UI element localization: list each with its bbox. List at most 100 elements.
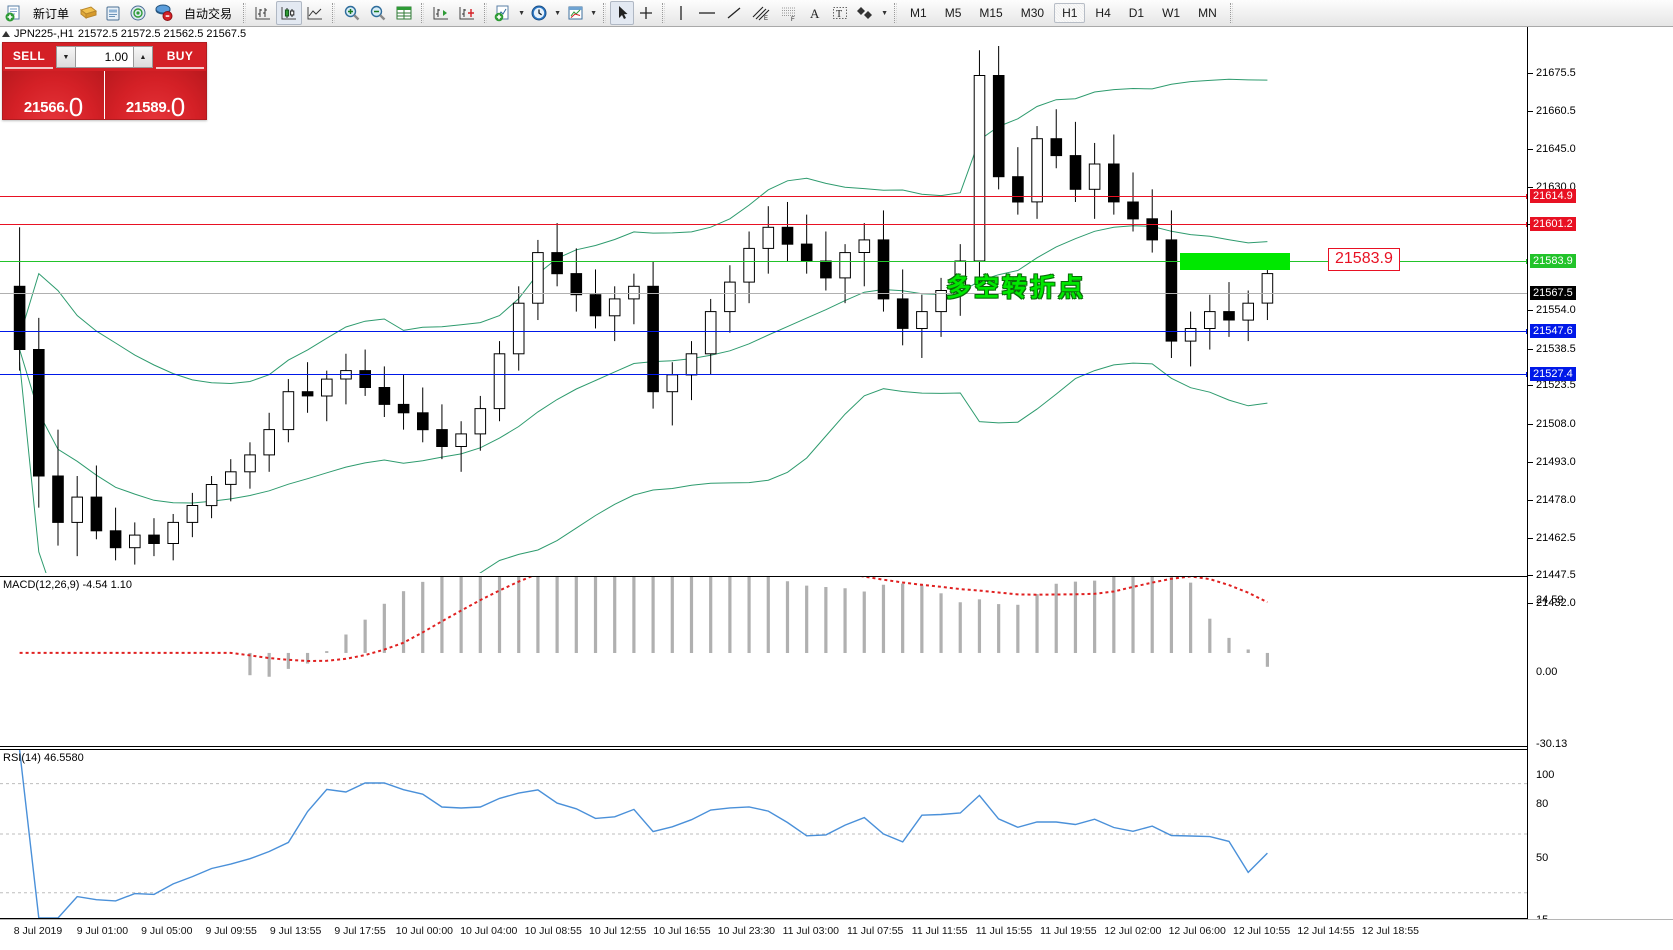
- symbol-name: JPN225-,H1: [14, 28, 74, 40]
- buy-button[interactable]: BUY: [156, 45, 204, 69]
- price-axis-tick: [1528, 349, 1533, 350]
- channel-icon[interactable]: E: [747, 1, 775, 25]
- arrow-cursor-icon[interactable]: [610, 1, 635, 25]
- toolbar-separator: [603, 3, 607, 23]
- fibonacci-icon[interactable]: F: [775, 1, 803, 25]
- macd-chart-svg: [19, 577, 1270, 677]
- time-axis-label: 10 Jul 08:55: [524, 925, 582, 937]
- price-axis-tick: [1528, 603, 1533, 604]
- clock-icon[interactable]: [527, 1, 552, 25]
- resistance-line-21601[interactable]: [0, 222, 1531, 227]
- sell-price-decimal: 0: [68, 92, 84, 122]
- timeframe-d1[interactable]: D1: [1128, 6, 1145, 20]
- price-level-chip[interactable]: 21527.4: [1530, 367, 1576, 381]
- price-axis-label: 21538.5: [1536, 343, 1576, 355]
- timeframe-w1[interactable]: W1: [1162, 6, 1181, 20]
- rsi-pane[interactable]: RSI(14) 46.5580: [0, 749, 1527, 919]
- shapes-dropdown-arrow[interactable]: ▼: [881, 9, 888, 17]
- price-axis-tick: [1528, 424, 1533, 425]
- time-axis[interactable]: 8 Jul 2019 9 Jul 01:00 9 Jul 05:00 9 Jul 09…: [0, 919, 1673, 950]
- chart-area[interactable]: JPN225-,H1 21572.5 21572.5 21562.5 21567…: [0, 27, 1673, 950]
- time-axis-label: 9 Jul 09:55: [205, 925, 257, 937]
- templates-dropdown-arrow[interactable]: ▼: [590, 9, 597, 17]
- sell-button[interactable]: SELL: [5, 45, 53, 69]
- sell-price[interactable]: 21566 . 0: [3, 71, 104, 122]
- bar-chart-icon[interactable]: [250, 1, 276, 25]
- price-axis[interactable]: 21675.521660.521645.021630.021599.521554…: [1527, 27, 1673, 950]
- templates-icon[interactable]: [563, 1, 588, 25]
- price-axis-tick: [1528, 149, 1533, 150]
- auto-scroll-icon[interactable]: [428, 1, 454, 25]
- one-click-trading-panel[interactable]: SELL ▼ 1.00 ▲ BUY 21566 . 0 21589 . 0: [2, 42, 207, 120]
- price-tag-label[interactable]: 21583.9: [1328, 248, 1400, 271]
- price-axis-tick: [1528, 187, 1533, 188]
- symbol-ohlc: 21572.5 21572.5 21562.5 21567.5: [77, 28, 247, 40]
- price-axis-label: 21447.5: [1536, 569, 1576, 581]
- highlight-rectangle[interactable]: [1180, 253, 1290, 270]
- volume-stepper[interactable]: ▼ 1.00 ▲: [56, 46, 153, 68]
- price-axis-label: 21508.0: [1536, 418, 1576, 430]
- time-axis-label: 12 Jul 18:55: [1361, 925, 1419, 937]
- trendline-icon[interactable]: [721, 1, 747, 25]
- line-chart-icon[interactable]: [302, 1, 328, 25]
- auto-trading-label[interactable]: 自动交易: [184, 6, 233, 21]
- volume-input[interactable]: 1.00: [76, 46, 133, 68]
- crosshair-icon[interactable]: [634, 1, 658, 25]
- time-axis-label: 10 Jul 00:00: [395, 925, 453, 937]
- buy-price-integer: 21589: [125, 99, 167, 116]
- resistance-line-21614[interactable]: [0, 194, 1531, 199]
- support-line-21547[interactable]: [0, 329, 1531, 334]
- grid-icon[interactable]: [391, 1, 417, 25]
- zoom-out-icon[interactable]: [365, 1, 391, 25]
- text-label-icon[interactable]: T: [827, 1, 853, 25]
- text-a-icon[interactable]: A: [803, 1, 827, 25]
- svg-text:F: F: [791, 17, 795, 22]
- toolbar-separator: [243, 3, 247, 23]
- toolbar-separator: [894, 3, 898, 23]
- volume-decrease-button[interactable]: ▼: [56, 46, 76, 68]
- buy-price[interactable]: 21589 . 0: [104, 71, 206, 120]
- price-level-chip[interactable]: 21614.9: [1530, 189, 1576, 203]
- new-order-label[interactable]: 新订单: [33, 6, 70, 21]
- time-axis-label: 9 Jul 17:55: [334, 925, 386, 937]
- zoom-in-icon[interactable]: [339, 1, 365, 25]
- timeframe-h4[interactable]: H4: [1095, 6, 1111, 20]
- price-level-chip[interactable]: 21567.5: [1530, 286, 1576, 300]
- time-axis-label: 12 Jul 02:00: [1104, 925, 1162, 937]
- periods-dropdown-arrow[interactable]: ▼: [554, 9, 561, 17]
- price-level-chip[interactable]: 21583.9: [1530, 254, 1576, 268]
- auto-trading-icon[interactable]: [151, 1, 177, 25]
- volume-increase-button[interactable]: ▲: [133, 46, 153, 68]
- time-axis-label: 12 Jul 10:55: [1232, 925, 1291, 937]
- timeframe-h1[interactable]: H1: [1054, 3, 1086, 23]
- vertical-line-icon[interactable]: [669, 1, 693, 25]
- chart-shift-icon[interactable]: [454, 1, 480, 25]
- support-line-21583[interactable]: [0, 259, 1531, 264]
- indicators-icon[interactable]: [491, 1, 516, 25]
- news-icon[interactable]: [101, 1, 126, 25]
- price-level-chip[interactable]: 21601.2: [1530, 217, 1576, 231]
- shapes-icon[interactable]: [853, 1, 879, 25]
- candlestick-icon[interactable]: [276, 1, 303, 25]
- folder-icon[interactable]: [76, 1, 101, 25]
- timeframe-m1[interactable]: M1: [910, 6, 927, 20]
- indicators-dropdown-arrow[interactable]: ▼: [518, 9, 525, 17]
- timeframe-m5[interactable]: M5: [944, 6, 962, 20]
- horizontal-line-icon[interactable]: [693, 1, 721, 25]
- new-order-button[interactable]: [2, 1, 26, 25]
- price-axis-label: 21493.0: [1536, 456, 1576, 468]
- time-axis-label: 11 Jul 19:55: [1040, 925, 1097, 937]
- main-toolbar: 新订单: [0, 0, 1673, 27]
- timeframe-m30[interactable]: M30: [1020, 6, 1045, 20]
- support-line-21527[interactable]: [0, 372, 1531, 377]
- price-pane[interactable]: 多空转折点 21583.9: [0, 27, 1531, 573]
- timeframe-mn[interactable]: MN: [1198, 6, 1217, 20]
- time-axis-label: 12 Jul 14:55: [1297, 925, 1355, 937]
- signal-icon[interactable]: [126, 1, 151, 25]
- timeframe-m15[interactable]: M15: [979, 6, 1003, 20]
- macd-pane[interactable]: MACD(12,26,9) -4.54 1.10: [0, 576, 1527, 747]
- chart-annotation-text[interactable]: 多空转折点: [946, 273, 1087, 302]
- price-level-chip[interactable]: 21547.6: [1530, 324, 1576, 338]
- collapse-triangle-icon[interactable]: [2, 31, 10, 37]
- price-axis-tick: [1528, 575, 1533, 576]
